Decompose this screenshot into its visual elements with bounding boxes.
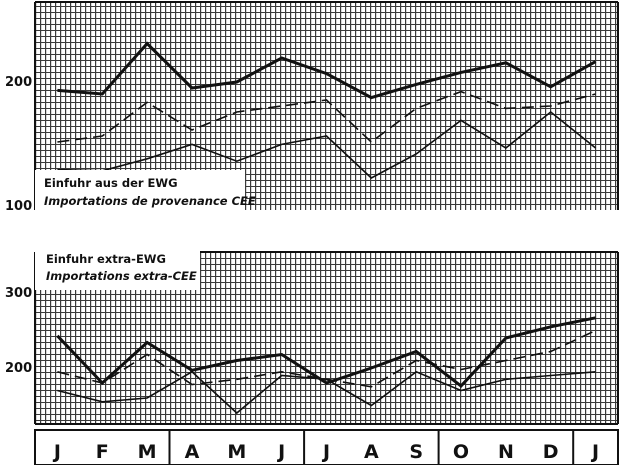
- month-label: D: [543, 441, 559, 463]
- month-label: S: [409, 441, 423, 463]
- month-label: F: [96, 441, 109, 463]
- month-label: A: [185, 441, 200, 463]
- legend-bottom-line-1: Einfuhr extra-EWG: [46, 252, 166, 266]
- month-label: J: [52, 441, 61, 463]
- month-label: J: [590, 441, 599, 463]
- month-label: N: [498, 441, 514, 463]
- y-tick-top-100: 100: [5, 199, 32, 214]
- month-label: M: [138, 441, 157, 463]
- month-label: A: [364, 441, 379, 463]
- bottom-series-solid-thin: [57, 370, 596, 415]
- chart-bottom: Einfuhr extra-EWG Importations extra-CEE…: [5, 248, 619, 425]
- y-tick-top-200: 200: [5, 75, 32, 90]
- legend-bottom-line-2: Importations extra-CEE: [46, 269, 197, 283]
- month-label: M: [227, 441, 246, 463]
- month-label: O: [453, 441, 469, 463]
- month-label: J: [276, 441, 285, 463]
- y-tick-bottom-300: 300: [5, 286, 32, 301]
- bottom-series-solid-thick: [56, 316, 596, 389]
- chart-top: Einfuhr aus der EWG Importations de prov…: [5, 1, 619, 215]
- month-label: J: [321, 441, 330, 463]
- legend-box-top: [35, 170, 245, 215]
- month-axis-box: [34, 429, 619, 465]
- top-series-solid-thin: [57, 110, 597, 179]
- legend-top-line-1: Einfuhr aus der EWG: [44, 176, 178, 190]
- top-series-solid-thick: [57, 41, 597, 100]
- legend-top-line-2: Importations de provenance CEE: [44, 194, 256, 208]
- top-series-dashed: [57, 90, 596, 144]
- legend-box-bottom: [35, 248, 200, 290]
- y-tick-bottom-200: 200: [5, 361, 32, 376]
